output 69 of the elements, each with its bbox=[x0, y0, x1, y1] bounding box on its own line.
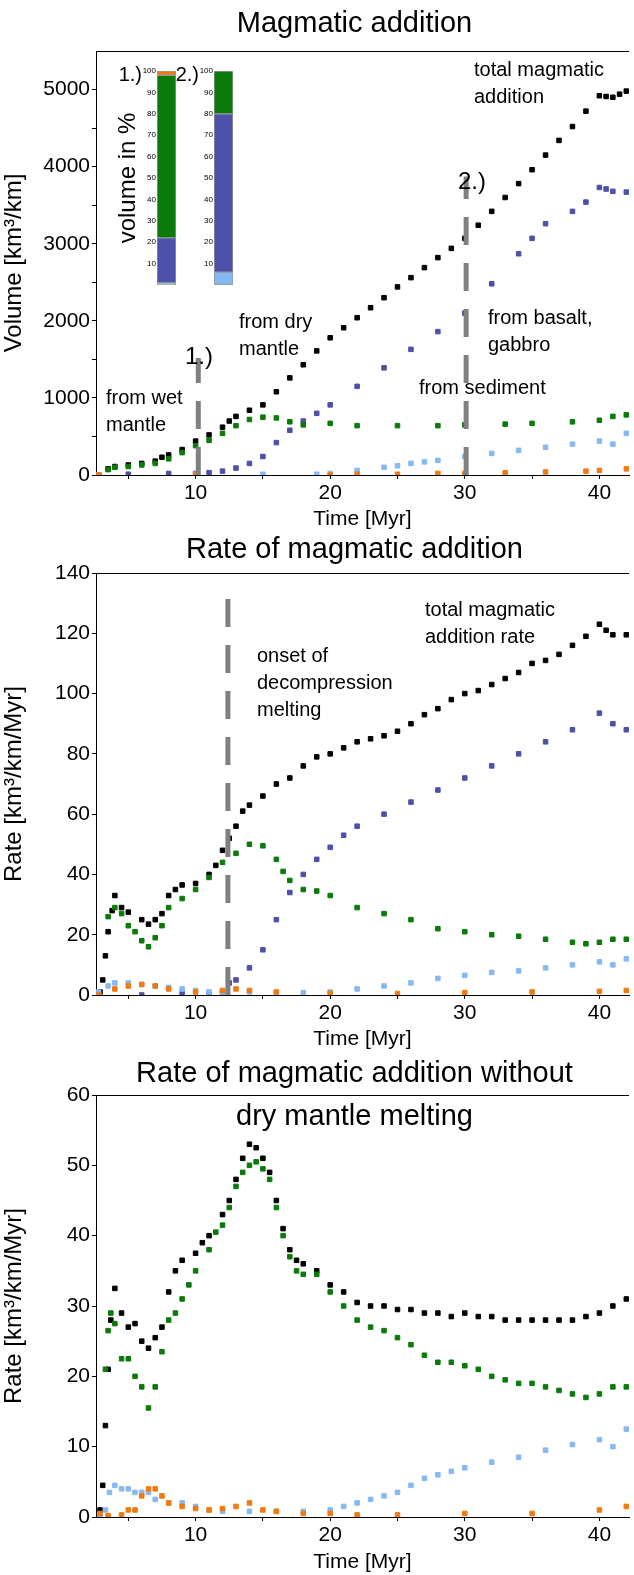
y-tick-label: 60 bbox=[147, 151, 157, 161]
annotation: total magmatic addition rate bbox=[425, 597, 556, 647]
chart-title: Rate of magmatic addition without dry mantle melting bbox=[136, 1056, 573, 1131]
y-tick-label: 20 bbox=[204, 237, 214, 247]
annotation: from basalt, gabbro bbox=[488, 305, 593, 355]
y-tick-label: 3000 bbox=[43, 230, 90, 254]
y-tick-label: 90 bbox=[147, 87, 157, 97]
y-tick-label: 140 bbox=[54, 559, 90, 583]
chart-title: Magmatic addition bbox=[236, 6, 473, 38]
y-tick-label: 10 bbox=[204, 258, 214, 268]
y-tick-label: 40 bbox=[147, 194, 157, 204]
y-axis-title: Rate [km³/km/Myr] bbox=[0, 1208, 27, 1404]
x-tick-label: 30 bbox=[453, 1000, 477, 1024]
y-tick-label: 80 bbox=[204, 109, 214, 118]
y-tick-label: 60 bbox=[66, 1081, 90, 1105]
y-tick-label: 5000 bbox=[43, 76, 90, 100]
x-tick-label: 30 bbox=[453, 1522, 477, 1546]
y-tick-label: 2000 bbox=[43, 307, 90, 331]
y-tick-label: 80 bbox=[66, 740, 90, 764]
y-tick-label: 30 bbox=[147, 216, 157, 225]
y-tick-label: 1000 bbox=[43, 384, 90, 408]
annotation: from sediment bbox=[419, 375, 547, 398]
annotation: from dry mantle bbox=[239, 309, 313, 359]
x-tick-label: 20 bbox=[318, 1000, 342, 1024]
y-tick-label: 100 bbox=[199, 66, 214, 76]
y-tick-label: 0 bbox=[78, 1503, 90, 1527]
x-tick-label: 20 bbox=[318, 1522, 342, 1546]
x-tick-label: 30 bbox=[453, 480, 477, 504]
x-axis-title: Time [Myr] bbox=[313, 506, 412, 530]
y-tick-label: 100 bbox=[54, 680, 90, 704]
annotation: onset of decompression melting bbox=[257, 643, 393, 720]
y-tick-label: 50 bbox=[204, 173, 214, 183]
y-tick-label: 80 bbox=[147, 109, 157, 118]
chart-title: Rate of magmatic addition bbox=[186, 532, 523, 564]
y-tick-label: 0 bbox=[78, 981, 90, 1005]
y-tick-label: 10 bbox=[66, 1433, 90, 1457]
y-tick-label: 70 bbox=[204, 130, 214, 140]
x-tick-label: 40 bbox=[587, 480, 612, 504]
y-tick-label: 40 bbox=[66, 861, 90, 885]
x-axis-title: Time [Myr] bbox=[313, 1026, 412, 1050]
y-tick-label: 30 bbox=[204, 216, 214, 225]
annotation: total magmatic addition bbox=[474, 57, 605, 107]
y-tick-label: 120 bbox=[54, 620, 90, 644]
y-axis-title: Rate [km³/km/Myr] bbox=[0, 686, 27, 882]
y-tick-label: 4000 bbox=[43, 153, 90, 177]
y-tick-label: 50 bbox=[147, 173, 157, 183]
y-tick-label: 10 bbox=[147, 258, 157, 268]
y-tick-label: 30 bbox=[66, 1292, 90, 1316]
y-tick-label: 0 bbox=[78, 461, 90, 485]
y-axis-title: Volume [km³/km] bbox=[0, 173, 27, 353]
y-tick-label: 100 bbox=[142, 66, 157, 76]
y-tick-label: 70 bbox=[147, 130, 157, 140]
y-tick-label: 20 bbox=[66, 1363, 90, 1387]
y-tick-label: 40 bbox=[66, 1222, 90, 1246]
x-tick-label: 40 bbox=[587, 1522, 612, 1546]
annotation: 1.) bbox=[184, 341, 214, 369]
annotation: from wet mantle bbox=[106, 385, 184, 435]
y-tick-label: 90 bbox=[204, 87, 214, 97]
y-tick-label: 60 bbox=[66, 800, 90, 824]
y-axis-title: volume in % bbox=[113, 112, 141, 244]
y-tick-label: 40 bbox=[204, 194, 214, 204]
y-tick-label: 50 bbox=[66, 1152, 90, 1176]
x-tick-label: 20 bbox=[318, 480, 342, 504]
y-tick-label: 20 bbox=[147, 237, 157, 247]
annotation: 2.) bbox=[457, 166, 487, 194]
y-tick-label: 20 bbox=[66, 921, 90, 945]
x-tick-label: 40 bbox=[587, 1000, 612, 1024]
x-axis-title: Time [Myr] bbox=[313, 1549, 412, 1573]
y-tick-label: 60 bbox=[204, 151, 214, 161]
